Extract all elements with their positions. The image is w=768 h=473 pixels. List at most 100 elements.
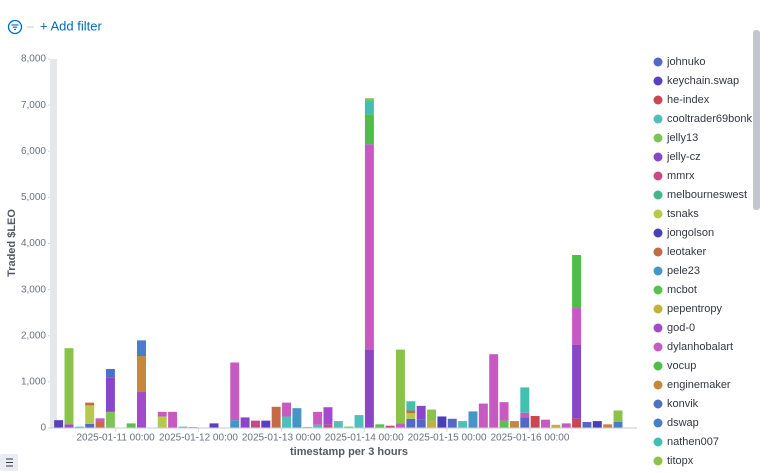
- bar-segment: [375, 424, 385, 428]
- legend-entry[interactable]: melbourneswest: [667, 189, 747, 201]
- bar-segment: [572, 418, 582, 428]
- bar-segment: [95, 422, 105, 428]
- bar-segment: [333, 421, 343, 428]
- bar-segment: [364, 349, 374, 428]
- bar-segment: [427, 409, 437, 422]
- legend-swatch: [653, 456, 663, 466]
- bar-segment: [406, 401, 416, 411]
- bar-segment: [520, 417, 530, 428]
- bar-segment: [509, 421, 519, 428]
- legend-swatch: [653, 380, 663, 390]
- bar-segment: [364, 114, 374, 145]
- bar-segment: [250, 420, 260, 428]
- bar-segment: [354, 415, 364, 428]
- bar-segment: [54, 420, 64, 428]
- legend-swatch: [653, 171, 663, 181]
- y-tick-label: 6,000: [21, 146, 46, 157]
- legend-entry[interactable]: vocup: [667, 360, 696, 372]
- x-tick-label: 2025-01-14 00:00: [325, 433, 404, 444]
- bar-segment: [551, 424, 561, 428]
- legend-entry[interactable]: tsnaks: [667, 208, 699, 220]
- bar-segment: [520, 387, 530, 413]
- bar-segment: [74, 426, 84, 428]
- bar-segment: [105, 377, 115, 412]
- bar-segment: [447, 418, 457, 428]
- legend-entry[interactable]: he-index: [667, 94, 710, 106]
- legend-swatch: [653, 209, 663, 219]
- legend-swatch: [653, 304, 663, 314]
- bar-segment: [385, 425, 395, 428]
- bar-segment: [520, 412, 530, 418]
- legend-entry[interactable]: mmrx: [667, 170, 695, 182]
- y-tick-label: 8,000: [21, 54, 46, 65]
- legend-entry[interactable]: jelly13: [666, 132, 698, 144]
- bar-segment: [126, 423, 136, 428]
- legend-entry[interactable]: pele23: [667, 265, 700, 277]
- bar-segment: [313, 411, 323, 425]
- legend-entry[interactable]: keychain.swap: [667, 75, 739, 87]
- x-tick-label: 2025-01-11 00:00: [76, 433, 155, 444]
- bar-segment: [261, 420, 271, 428]
- bar-segment: [292, 408, 302, 428]
- bar-segment: [323, 407, 333, 425]
- x-tick-label: 2025-01-16 00:00: [490, 433, 569, 444]
- bar-segment: [230, 420, 240, 428]
- bar-segment: [478, 403, 488, 428]
- legend-swatch: [653, 152, 663, 162]
- bar-segment: [406, 418, 416, 428]
- bar-segment: [157, 416, 167, 428]
- legend-swatch: [653, 76, 663, 86]
- legend-swatch: [653, 361, 663, 371]
- bar-segment: [499, 420, 509, 428]
- bar-segment: [416, 419, 426, 428]
- legend-scrollbar[interactable]: [753, 30, 760, 210]
- legend-entry[interactable]: leotaker: [667, 246, 706, 258]
- legend-entry[interactable]: konvik: [667, 398, 699, 410]
- y-tick-label: 7,000: [21, 100, 46, 111]
- legend-entry[interactable]: god-0: [667, 322, 695, 334]
- bar-segment: [137, 392, 146, 428]
- bar-segment: [582, 422, 592, 428]
- bar-segment: [178, 426, 188, 428]
- legend-entry[interactable]: johnuko: [666, 56, 706, 68]
- legend-entry[interactable]: pepentropy: [667, 303, 723, 315]
- bar-segment: [85, 405, 95, 424]
- bar-segment: [209, 423, 219, 428]
- legend-swatch: [653, 95, 663, 105]
- bar-segment: [572, 344, 582, 419]
- bar-segment: [395, 349, 405, 424]
- bar-segment: [168, 411, 178, 428]
- legend-swatch: [653, 437, 663, 447]
- legend-entry[interactable]: jongolson: [666, 227, 714, 239]
- filter-icon[interactable]: [7, 19, 23, 35]
- legend-entry[interactable]: mcbot: [667, 284, 697, 296]
- legend-entry[interactable]: nathen007: [667, 436, 719, 448]
- bar-segment: [416, 405, 426, 420]
- partial-bucket-shade: [50, 59, 57, 428]
- legend-swatch: [653, 133, 663, 143]
- bar-segment: [323, 424, 333, 428]
- legend-entry[interactable]: titopx: [667, 455, 694, 467]
- legend-entry[interactable]: jelly-cz: [666, 151, 701, 163]
- bar-segment: [64, 348, 74, 425]
- bar-segment: [313, 424, 323, 428]
- legend-toggle[interactable]: [0, 454, 18, 471]
- legend-entry[interactable]: dswap: [667, 417, 699, 429]
- add-filter-button[interactable]: + Add filter: [40, 18, 102, 33]
- bar-segment: [271, 406, 281, 428]
- bar-segment: [541, 419, 550, 428]
- bar-segment: [364, 144, 374, 350]
- bar-segment: [364, 98, 374, 101]
- y-tick-label: 3,000: [21, 284, 46, 295]
- x-tick-label: 2025-01-15 00:00: [408, 433, 487, 444]
- legend-entry[interactable]: enginemaker: [667, 379, 731, 391]
- bar-segment: [344, 426, 354, 428]
- bar-segment: [427, 421, 437, 428]
- legend-swatch: [653, 190, 663, 200]
- bar-segment: [613, 410, 623, 423]
- bar-segment: [530, 416, 540, 428]
- legend-entry[interactable]: cooltrader69bonk: [667, 113, 753, 125]
- legend-entry[interactable]: dylanhobalart: [667, 341, 733, 353]
- y-axis-title: Traded $LEO: [6, 209, 18, 277]
